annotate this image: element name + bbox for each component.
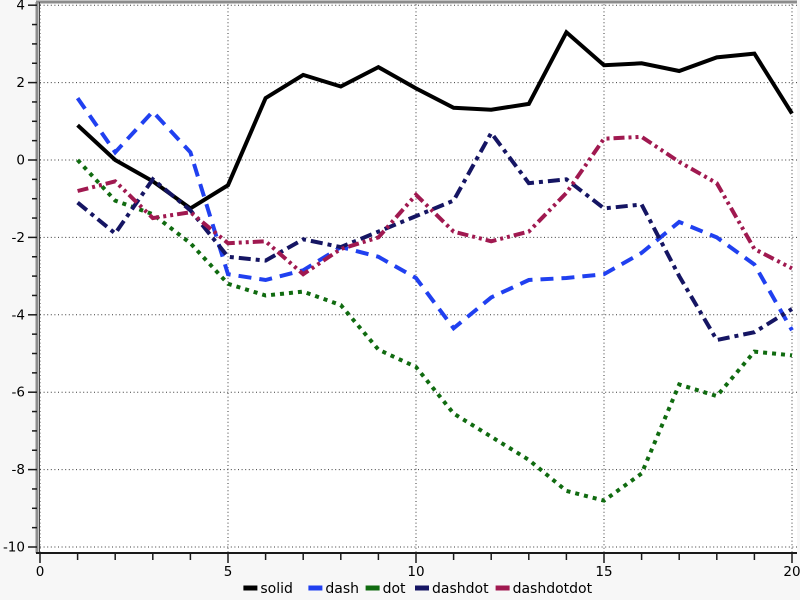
tick-labels: 420-2-4-6-8-100 5 10 15 20 bbox=[3, 0, 800, 580]
series-line-dashdotdot bbox=[77, 134, 793, 277]
x-tick-label: 20 bbox=[783, 564, 800, 580]
x-tick-label: 5 bbox=[224, 564, 233, 580]
y-tick-label: 4 bbox=[16, 0, 25, 14]
legend-label-solid: solid bbox=[260, 581, 293, 597]
legend: solid dash dot dashdot dashdotdot bbox=[243, 581, 593, 597]
legend-label-dot: dot bbox=[383, 581, 406, 597]
x-tick-label: 10 bbox=[407, 564, 424, 580]
y-tick-label: -8 bbox=[12, 462, 25, 478]
y-tick-label: -4 bbox=[12, 307, 25, 323]
legend-label-dashdot: dashdot bbox=[432, 581, 489, 597]
x-tick-label: 0 bbox=[36, 564, 45, 580]
series-line-solid bbox=[76, 29, 794, 211]
series-line-dot bbox=[76, 158, 793, 503]
y-tick-label: -6 bbox=[12, 385, 25, 401]
series-line-dash bbox=[75, 96, 794, 332]
legend-label-dashdotdot: dashdotdot bbox=[513, 581, 593, 597]
tick-marks bbox=[28, 4, 793, 563]
x-tick-label: 15 bbox=[595, 564, 612, 580]
series-lines bbox=[75, 29, 794, 503]
y-tick-label: 0 bbox=[16, 153, 25, 169]
axes bbox=[35, 0, 797, 554]
y-tick-label: -2 bbox=[12, 230, 25, 246]
y-tick-label: 2 bbox=[16, 75, 25, 91]
y-tick-label: -10 bbox=[3, 540, 25, 556]
legend-label-dash: dash bbox=[325, 581, 359, 597]
